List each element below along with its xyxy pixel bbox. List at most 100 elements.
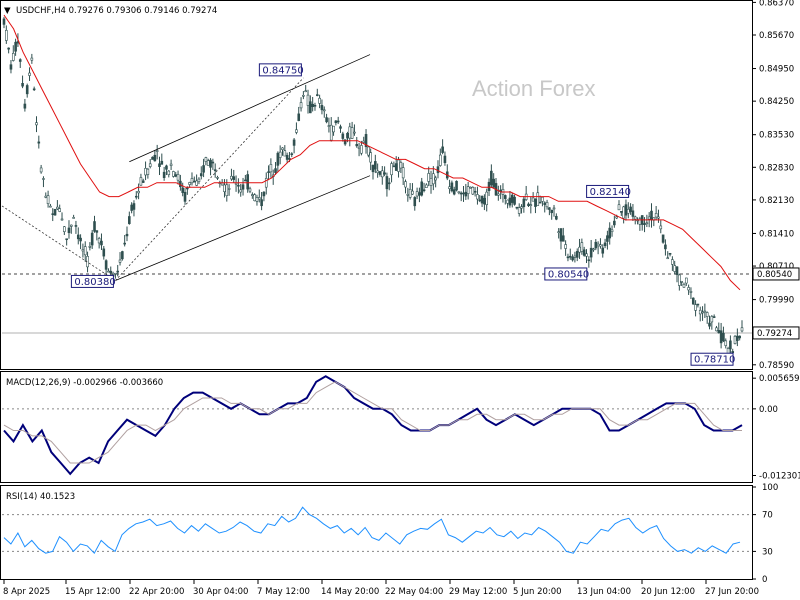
time-axis-label: 29 May 12:00 [449, 587, 507, 597]
candle-body [513, 196, 516, 205]
candle-body [555, 215, 558, 220]
candle-body [666, 257, 670, 260]
candle-body [376, 170, 379, 173]
candle-body [392, 165, 396, 168]
candle-body [408, 188, 412, 198]
candle-body [188, 182, 191, 185]
candle-body [172, 171, 175, 177]
candle-body [455, 180, 458, 191]
candle-body [227, 188, 231, 190]
candle-body [49, 205, 52, 208]
main-panel-frame [0, 0, 753, 370]
candle-body [573, 255, 577, 258]
candle-body [199, 173, 203, 177]
time-axis-label: 8 Apr 2025 [3, 587, 50, 597]
candle-body [139, 177, 143, 186]
candle-body [736, 335, 739, 341]
candle-body [685, 277, 688, 284]
candle-body [132, 203, 136, 210]
candle-body [264, 178, 268, 188]
candle-body [462, 192, 465, 195]
time-axis-label: 14 May 20:00 [321, 587, 379, 597]
candle-body [93, 221, 96, 232]
rsi-axis-label: 100 [762, 483, 778, 493]
candle-body [705, 312, 709, 317]
candle-body [285, 154, 289, 160]
candle-body [281, 147, 284, 150]
candle-body [5, 30, 8, 41]
candle-body [515, 206, 519, 209]
rsi-panel-frame [0, 485, 753, 580]
macd-axis-label: 0.00 [759, 405, 778, 415]
candle-body [626, 208, 630, 214]
candle-body [237, 184, 240, 187]
candle-body [316, 94, 319, 96]
candle-body [28, 72, 31, 76]
candle-body [367, 146, 370, 156]
candle-body [46, 195, 50, 205]
candle-body [466, 186, 470, 194]
candle-body [383, 172, 386, 175]
candle-body [360, 145, 363, 154]
candle-body [276, 152, 280, 166]
candle-body [311, 103, 314, 107]
candle-body [37, 141, 41, 144]
price-axis-label: 0.84950 [759, 65, 794, 75]
candle-body [719, 330, 723, 344]
candle-body [624, 204, 628, 216]
candle-body [67, 227, 71, 234]
candle-body [230, 175, 233, 180]
candle-body [109, 270, 113, 274]
candle-body [413, 197, 417, 207]
candle-body [18, 59, 22, 62]
candle-body [682, 283, 686, 288]
price-axis-label: 0.82130 [759, 196, 794, 206]
candle-body [703, 310, 707, 313]
candle-body [733, 335, 737, 344]
candle-body [536, 192, 540, 206]
candle-body [740, 327, 744, 332]
candle-body [387, 182, 391, 185]
candle-body [204, 157, 208, 162]
candle-body [534, 198, 537, 207]
candle-body [580, 242, 584, 252]
candle-body [295, 129, 298, 133]
candle-body [299, 102, 303, 109]
candle-body [522, 198, 526, 208]
price-annotation-label: 0.80540 [548, 269, 589, 280]
candle-body [58, 208, 61, 212]
candle-body [306, 94, 310, 106]
candle-body [53, 208, 57, 216]
price-annotation-label: 0.84750 [262, 65, 303, 76]
candle-body [288, 158, 291, 160]
candle-body [239, 189, 243, 193]
candle-body [244, 179, 247, 182]
price-axis-label: 0.80710 [759, 262, 794, 272]
candle-body [562, 235, 565, 242]
candle-body [21, 83, 24, 87]
candle-body [234, 182, 238, 185]
price-annotation-box [690, 352, 734, 366]
time-axis-label: 22 Apr 20:00 [129, 587, 184, 597]
candle-body [269, 164, 273, 173]
candle-body [473, 190, 477, 193]
candle-body [552, 207, 556, 210]
candle-body [450, 182, 454, 192]
candle-body [329, 124, 333, 141]
candle-body [425, 184, 428, 188]
candle-body [571, 256, 574, 261]
candle-body [404, 181, 407, 188]
rsi-axis-label: 70 [762, 511, 773, 521]
collapse-arrow-icon[interactable]: ▼ [4, 6, 11, 16]
candle-body [427, 173, 430, 182]
candle-body [399, 162, 403, 169]
candle-body [83, 246, 87, 256]
channel-lower-line [115, 175, 371, 281]
candle-body [304, 90, 307, 93]
candle-body [241, 184, 245, 190]
candle-body [30, 57, 34, 61]
candle-body [211, 161, 215, 164]
candle-body [246, 174, 249, 190]
candle-body [181, 187, 184, 193]
candle-body [364, 134, 368, 148]
